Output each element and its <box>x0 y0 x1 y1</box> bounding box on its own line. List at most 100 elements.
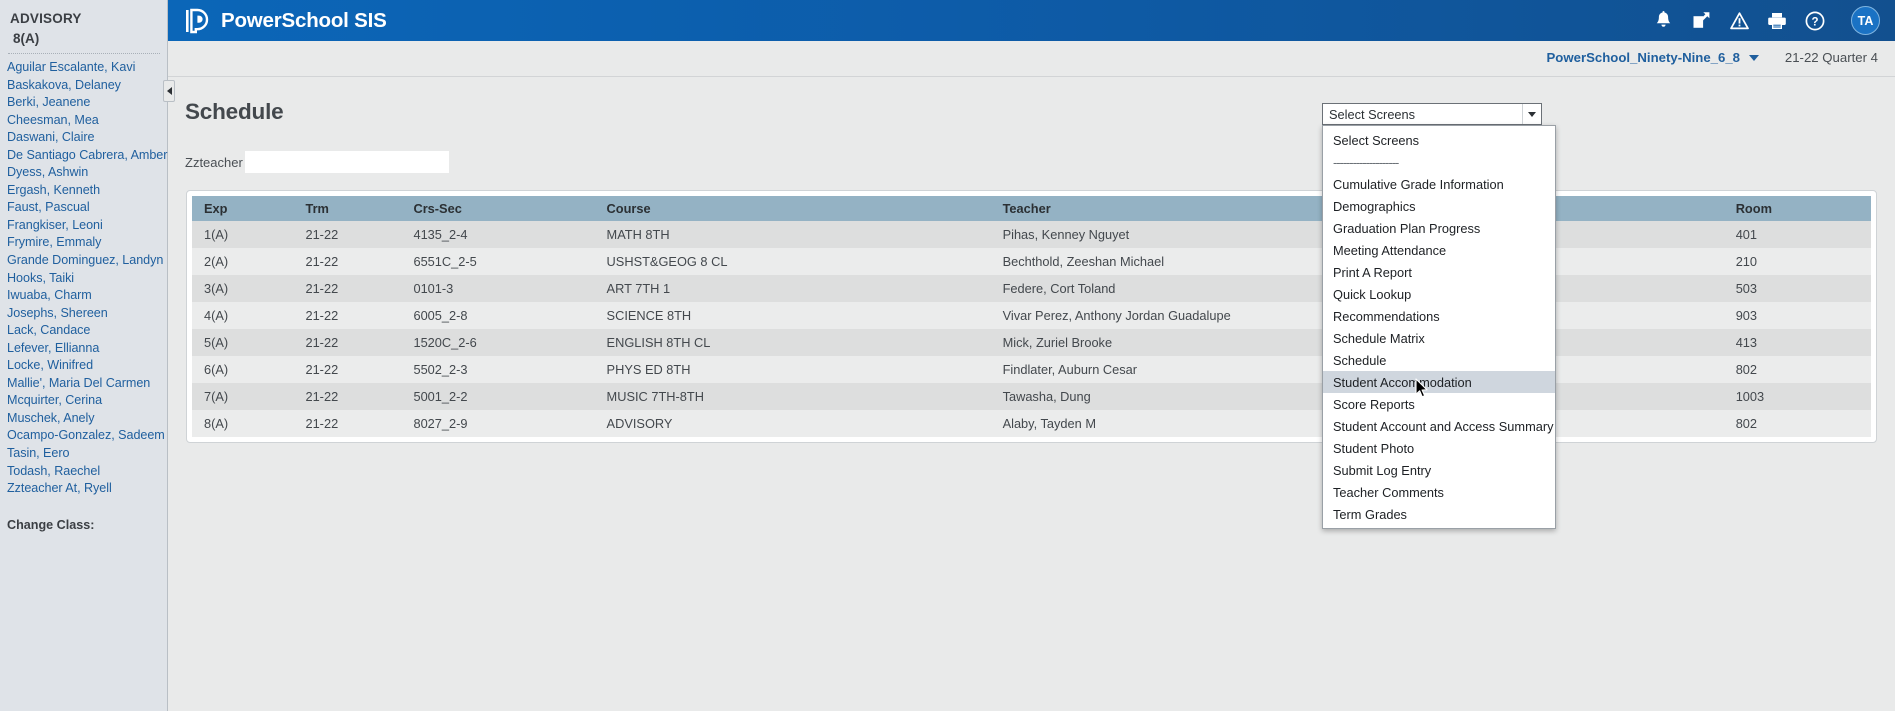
student-link[interactable]: Locke, Winifred <box>7 358 94 373</box>
cell-course: ENGLISH 8TH CL <box>594 329 991 356</box>
menu-option[interactable]: Recommendations <box>1333 308 1440 324</box>
menu-option[interactable]: Schedule <box>1333 352 1387 368</box>
class-title: ADVISORY <box>10 11 82 26</box>
student-link[interactable]: Frymire, Emmaly <box>7 235 102 250</box>
menu-option[interactable]: Demographics <box>1333 198 1416 214</box>
column-header-course[interactable]: Course <box>594 196 991 221</box>
menu-option[interactable]: Meeting Attendance <box>1333 242 1447 258</box>
student-link[interactable]: Tasin, Eero <box>7 446 70 461</box>
avatar[interactable]: TA <box>1851 6 1880 35</box>
search-field-label: Zzteacher <box>185 154 243 170</box>
menu-option[interactable]: Student Photo <box>1333 440 1415 456</box>
cell-crs-sec: 8027_2-9 <box>401 410 595 437</box>
cell-crs-sec: 0101-3 <box>401 275 595 302</box>
student-link[interactable]: Dyess, Ashwin <box>7 165 89 180</box>
student-link[interactable]: Lefever, Ellianna <box>7 340 100 355</box>
menu-option[interactable]: Term Grades <box>1333 506 1407 522</box>
cell-crs-sec: 1520C_2-6 <box>401 329 595 356</box>
sub-header-bar: PowerSchool_Ninety-Nine_6_8 21-22 Quarte… <box>168 41 1895 77</box>
brand[interactable]: PowerSchool SIS <box>185 0 387 41</box>
change-class-label[interactable]: Change Class: <box>7 517 95 532</box>
table-row[interactable]: 3(A) 21-22 0101-3 ART 7TH 1 Federe, Cort Tol… <box>192 275 1871 302</box>
student-link[interactable]: Ergash, Kenneth <box>7 182 101 197</box>
student-link[interactable]: Daswani, Claire <box>7 130 95 145</box>
cell-course: PHYS ED 8TH <box>594 356 991 383</box>
student-link[interactable]: Mallie', Maria Del Carmen <box>7 375 151 390</box>
help-icon[interactable]: ? <box>1796 0 1834 41</box>
student-link[interactable]: Faust, Pascual <box>7 200 90 215</box>
student-link[interactable]: Berki, Jeanene <box>7 95 91 110</box>
cell-course: MATH 8TH <box>594 221 991 248</box>
menu-option[interactable]: Submit Log Entry <box>1333 462 1432 478</box>
student-link[interactable]: Muschek, Anely <box>7 410 95 425</box>
student-link[interactable]: Frangkiser, Leoni <box>7 217 103 232</box>
column-header-room[interactable]: Room <box>1723 196 1871 221</box>
column-header-exp[interactable]: Exp <box>192 196 294 221</box>
column-header-trm[interactable]: Trm <box>293 196 402 221</box>
cell-room: 1003 <box>1723 383 1871 410</box>
student-link[interactable]: Grande Dominguez, Landyn <box>7 253 164 268</box>
school-name: PowerSchool_Ninety-Nine_6_8 <box>1546 50 1740 65</box>
cell-course: ADVISORY <box>594 410 991 437</box>
student-link[interactable]: Zzteacher At, Ryell <box>7 481 112 496</box>
student-sidebar: ADVISORY 8(A) Aguilar Escalante, Kavi Bas… <box>0 0 168 711</box>
table-row[interactable]: 7(A) 21-22 5001_2-2 MUSIC 7TH-8TH Tawasha, D… <box>192 383 1871 410</box>
student-link[interactable]: Aguilar Escalante, Kavi <box>7 60 136 74</box>
cell-room: 401 <box>1723 221 1871 248</box>
menu-option[interactable]: Score Reports <box>1333 396 1415 412</box>
student-link[interactable]: Iwuaba, Charm <box>7 288 92 303</box>
select-screens-menu: Select Screens -------------------- Cumula… <box>1322 125 1556 529</box>
student-link[interactable]: Josephs, Shereen <box>7 305 108 320</box>
column-header-crs-sec[interactable]: Crs-Sec <box>401 196 595 221</box>
cell-room: 503 <box>1723 275 1871 302</box>
student-link[interactable]: Ocampo-Gonzalez, Sadeem <box>7 428 165 443</box>
student-link[interactable]: Todash, Raechel <box>7 463 101 478</box>
student-link[interactable]: Cheesman, Mea <box>7 112 99 127</box>
printer-icon[interactable] <box>1758 0 1796 41</box>
menu-option[interactable]: Print A Report <box>1333 264 1412 280</box>
table-row[interactable]: 8(A) 21-22 8027_2-9 ADVISORY Alaby, Tayden M… <box>192 410 1871 437</box>
cell-trm: 21-22 <box>293 248 402 275</box>
external-link-icon[interactable] <box>1682 0 1720 41</box>
cell-trm: 21-22 <box>293 356 402 383</box>
sidebar-collapse-handle[interactable] <box>163 80 175 102</box>
table-row[interactable]: 2(A) 21-22 6551C_2-5 USHST&GEOG 8 CL Bechtho… <box>192 248 1871 275</box>
table-header-row: Exp Trm Crs-Sec Course Teacher Room <box>192 196 1871 221</box>
cell-room: 802 <box>1723 356 1871 383</box>
student-link[interactable]: Mcquirter, Cerina <box>7 393 103 408</box>
cell-room: 210 <box>1723 248 1871 275</box>
select-screens-dropdown[interactable]: Select Screens <box>1322 103 1542 125</box>
menu-option[interactable]: Teacher Comments <box>1333 484 1444 500</box>
search-input[interactable] <box>244 151 449 173</box>
cell-crs-sec: 4135_2-4 <box>401 221 595 248</box>
menu-option[interactable]: Quick Lookup <box>1333 286 1412 302</box>
menu-option[interactable]: -------------------- <box>1333 154 1399 170</box>
chevron-down-icon <box>1749 54 1759 61</box>
menu-option[interactable]: Schedule Matrix <box>1333 330 1425 346</box>
warning-icon[interactable] <box>1720 0 1758 41</box>
cell-course: MUSIC 7TH-8TH <box>594 383 991 410</box>
cell-course: ART 7TH 1 <box>594 275 991 302</box>
cell-course: SCIENCE 8TH <box>594 302 991 329</box>
student-link[interactable]: De Santiago Cabrera, Amber <box>7 147 168 162</box>
student-link[interactable]: Hooks, Taiki <box>7 270 75 285</box>
menu-option[interactable]: Graduation Plan Progress <box>1333 220 1481 236</box>
school-selector[interactable]: PowerSchool_Ninety-Nine_6_8 <box>1547 50 1759 65</box>
cell-trm: 21-22 <box>293 410 402 437</box>
cell-exp: 7(A) <box>192 383 294 410</box>
cell-exp: 1(A) <box>192 221 294 248</box>
table-row[interactable]: 1(A) 21-22 4135_2-4 MATH 8TH Pihas, Kenney N… <box>192 221 1871 248</box>
table-row[interactable]: 5(A) 21-22 1520C_2-6 ENGLISH 8TH CL Mick, Zu… <box>192 329 1871 356</box>
student-link[interactable]: Lack, Candace <box>7 323 91 338</box>
menu-option[interactable]: Cumulative Grade Information <box>1333 176 1504 192</box>
table-row[interactable]: 6(A) 21-22 5502_2-3 PHYS ED 8TH Findlater, A… <box>192 356 1871 383</box>
student-link[interactable]: Baskakova, Delaney <box>7 77 121 92</box>
menu-option[interactable]: Student Account and Access Summary <box>1333 418 1554 434</box>
svg-text:?: ? <box>1811 16 1818 28</box>
schedule-table-card: Exp Trm Crs-Sec Course Teacher Room 1(A)… <box>186 190 1877 443</box>
menu-option[interactable]: Student Accommodation <box>1323 371 1555 393</box>
table-row[interactable]: 4(A) 21-22 6005_2-8 SCIENCE 8TH Vivar Perez,… <box>192 302 1871 329</box>
search-row: Zzteacher <box>185 151 449 173</box>
menu-option[interactable]: Select Screens <box>1333 132 1420 148</box>
bell-icon[interactable] <box>1644 0 1682 41</box>
